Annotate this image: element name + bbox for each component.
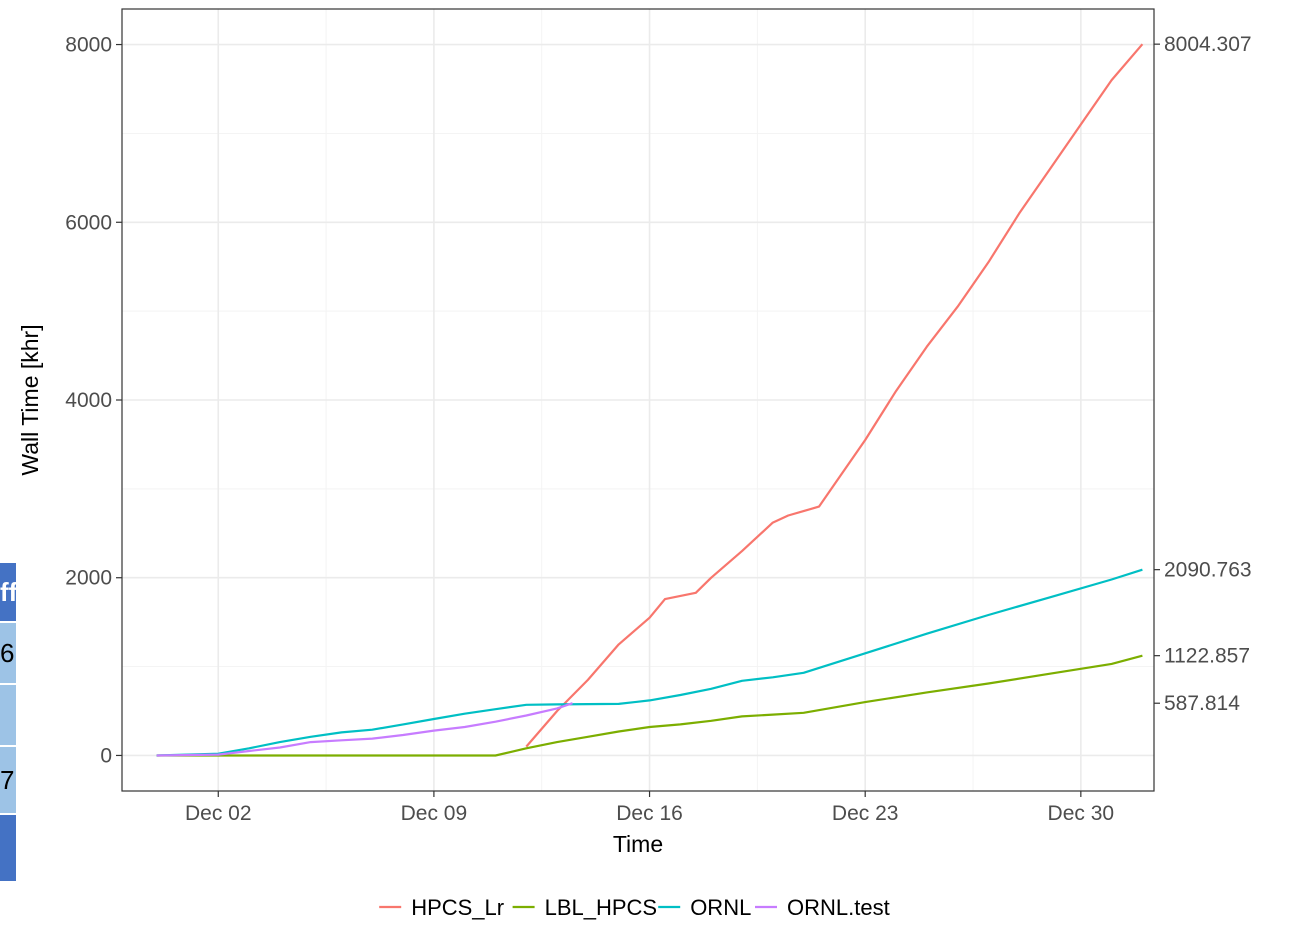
y-axis-title: Wall Time [khr] [17,324,43,475]
x-tick-label: Dec 09 [401,802,468,825]
x-tick-label: Dec 30 [1048,802,1115,825]
x-tick-label: Dec 23 [832,802,899,825]
secondary-y-tick-label: 2090.763 [1164,559,1252,582]
secondary-y-tick-label: 8004.307 [1164,33,1252,56]
secondary-y-tick-label: 587.814 [1164,692,1240,715]
y-axis-secondary: 8004.307 2090.763 1122.857 587.814 [1154,33,1252,715]
side-table-fragment: ff 6 7 [0,563,16,881]
y-tick-label: 8000 [65,34,112,57]
y-axis: 0 2000 4000 6000 8000 [65,34,122,767]
legend-label: ORNL [690,895,751,920]
x-axis: Dec 02 Dec 09 Dec 16 Dec 23 Dec 30 [185,791,1114,825]
legend: HPCS_Lr LBL_HPCS ORNL ORNL.test [379,895,890,920]
side-table-cell: ff [0,563,16,621]
legend-label: LBL_HPCS [545,895,658,920]
series-line-ornl-test [156,702,573,757]
x-axis-title: Time [613,831,663,857]
secondary-y-tick-label: 1122.857 [1164,645,1250,668]
x-tick-label: Dec 16 [616,802,683,825]
series-lines [156,43,1144,757]
y-tick-label: 0 [100,744,112,767]
y-tick-label: 4000 [65,389,112,412]
side-table-cell: 7 [0,747,16,813]
side-table-cell [0,685,16,745]
series-line-hpcs-lr [525,43,1144,748]
y-tick-label: 6000 [65,211,112,234]
side-table-cell: 6 [0,623,16,683]
series-line-lbl-hpcs [156,654,1143,757]
x-tick-label: Dec 02 [185,802,252,825]
side-table-cell [0,815,16,881]
legend-label: ORNL.test [787,895,890,920]
y-tick-label: 2000 [65,567,112,590]
legend-label: HPCS_Lr [411,895,504,920]
